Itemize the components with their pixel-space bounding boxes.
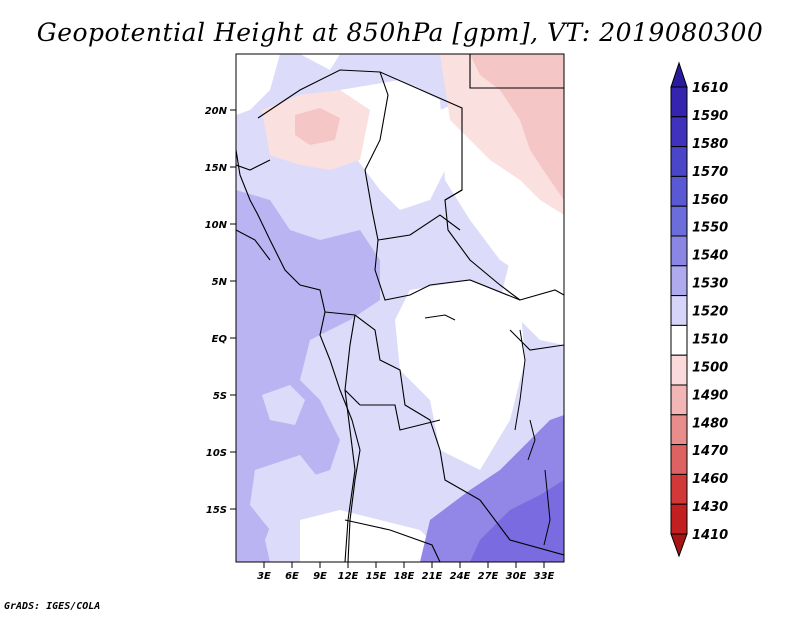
colorbar-label: 1430 (692, 500, 728, 515)
y-axis: 20N 15N 10N 5N EQ 5S 10S 15S (205, 106, 236, 516)
colorbar-segment (670, 265, 688, 297)
colorbar-segment (670, 473, 688, 505)
country-borders (236, 54, 564, 562)
field-light-blue-atlantic-2 (250, 455, 320, 530)
colorbar-label: 1510 (692, 332, 728, 347)
y-tick-label: 10N (205, 220, 228, 231)
colorbar-label: 1540 (692, 249, 728, 264)
colorbar-label: 1460 (692, 472, 728, 487)
grads-credit: GrADS: IGES/COLA (4, 601, 101, 612)
colorbar-label: 1570 (692, 165, 728, 180)
colorbar-label: 1610 (692, 81, 728, 96)
geopotential-field (236, 54, 564, 562)
colorbar-label: 1560 (692, 193, 728, 208)
colorbar-segment (670, 503, 688, 535)
y-tick-label: 5N (212, 277, 228, 288)
y-tick-label: EQ (212, 334, 228, 345)
colorbar-segment (670, 86, 688, 118)
field-white-north-east (445, 170, 564, 280)
x-tick-label: 27E (478, 571, 499, 582)
field-mid-red-northeast (470, 54, 564, 200)
x-axis: 3E 6E 9E 12E 15E 18E 21E 24E 27E 30E 33E (257, 562, 555, 582)
x-tick-label: 12E (338, 571, 359, 582)
colorbar-segment (670, 414, 688, 446)
colorbar-segment (670, 205, 688, 237)
field-white-northwest (236, 54, 280, 115)
field-light-blue-atlantic (262, 385, 305, 425)
x-tick-label: 15E (366, 571, 387, 582)
colorbar-segment (670, 175, 688, 207)
y-tick-label: 5S (213, 391, 227, 402)
colorbar-segment (670, 61, 688, 88)
y-tick-label: 20N (205, 106, 228, 117)
colorbar-segment (670, 116, 688, 148)
colorbar-segment (670, 444, 688, 475)
colorbar-label: 1530 (692, 277, 728, 292)
colorbar-segment (670, 384, 688, 416)
x-tick-label: 3E (257, 571, 271, 582)
colorbar-label: 1410 (692, 528, 728, 543)
y-tick-label: 15S (206, 505, 227, 516)
field-white-south (300, 510, 435, 562)
x-tick-label: 24E (450, 571, 471, 582)
x-tick-label: 33E (534, 571, 555, 582)
x-tick-label: 30E (506, 571, 527, 582)
x-tick-label: 9E (313, 571, 327, 582)
field-white-central (395, 280, 525, 470)
y-tick-label: 15N (205, 163, 228, 174)
colorbar-label: 1480 (692, 416, 728, 431)
lakes (424, 314, 551, 546)
colorbar-label: 1550 (692, 221, 728, 236)
field-mid-red-northwest (295, 108, 340, 145)
colorbar-segment (670, 295, 688, 326)
colorbar-segment (670, 533, 688, 558)
x-tick-label: 18E (394, 571, 415, 582)
colorbar-segment (670, 354, 688, 386)
field-deeper-blue-southeast (470, 480, 564, 562)
x-tick-label: 6E (285, 571, 299, 582)
coastline (236, 149, 361, 562)
colorbar-segment (670, 146, 688, 177)
colorbar-segment (670, 324, 688, 356)
x-tick-label: 21E (422, 571, 443, 582)
colorbar-label: 1520 (692, 305, 728, 320)
colorbar-label: 1490 (692, 388, 728, 403)
colorbar: 1610 1590 1580 1570 1560 1550 1540 1530 1520 1510… (670, 61, 728, 558)
colorbar-label: 1470 (692, 444, 728, 459)
colorbar-segment (670, 235, 688, 267)
y-tick-label: 10S (206, 448, 227, 459)
colorbar-label: 1580 (692, 137, 728, 152)
map-title: Geopotential Height at 850hPa [gpm], VT:… (36, 18, 764, 47)
colorbar-label: 1590 (692, 109, 728, 124)
colorbar-label: 1500 (692, 360, 728, 375)
map-frame (235, 53, 565, 563)
